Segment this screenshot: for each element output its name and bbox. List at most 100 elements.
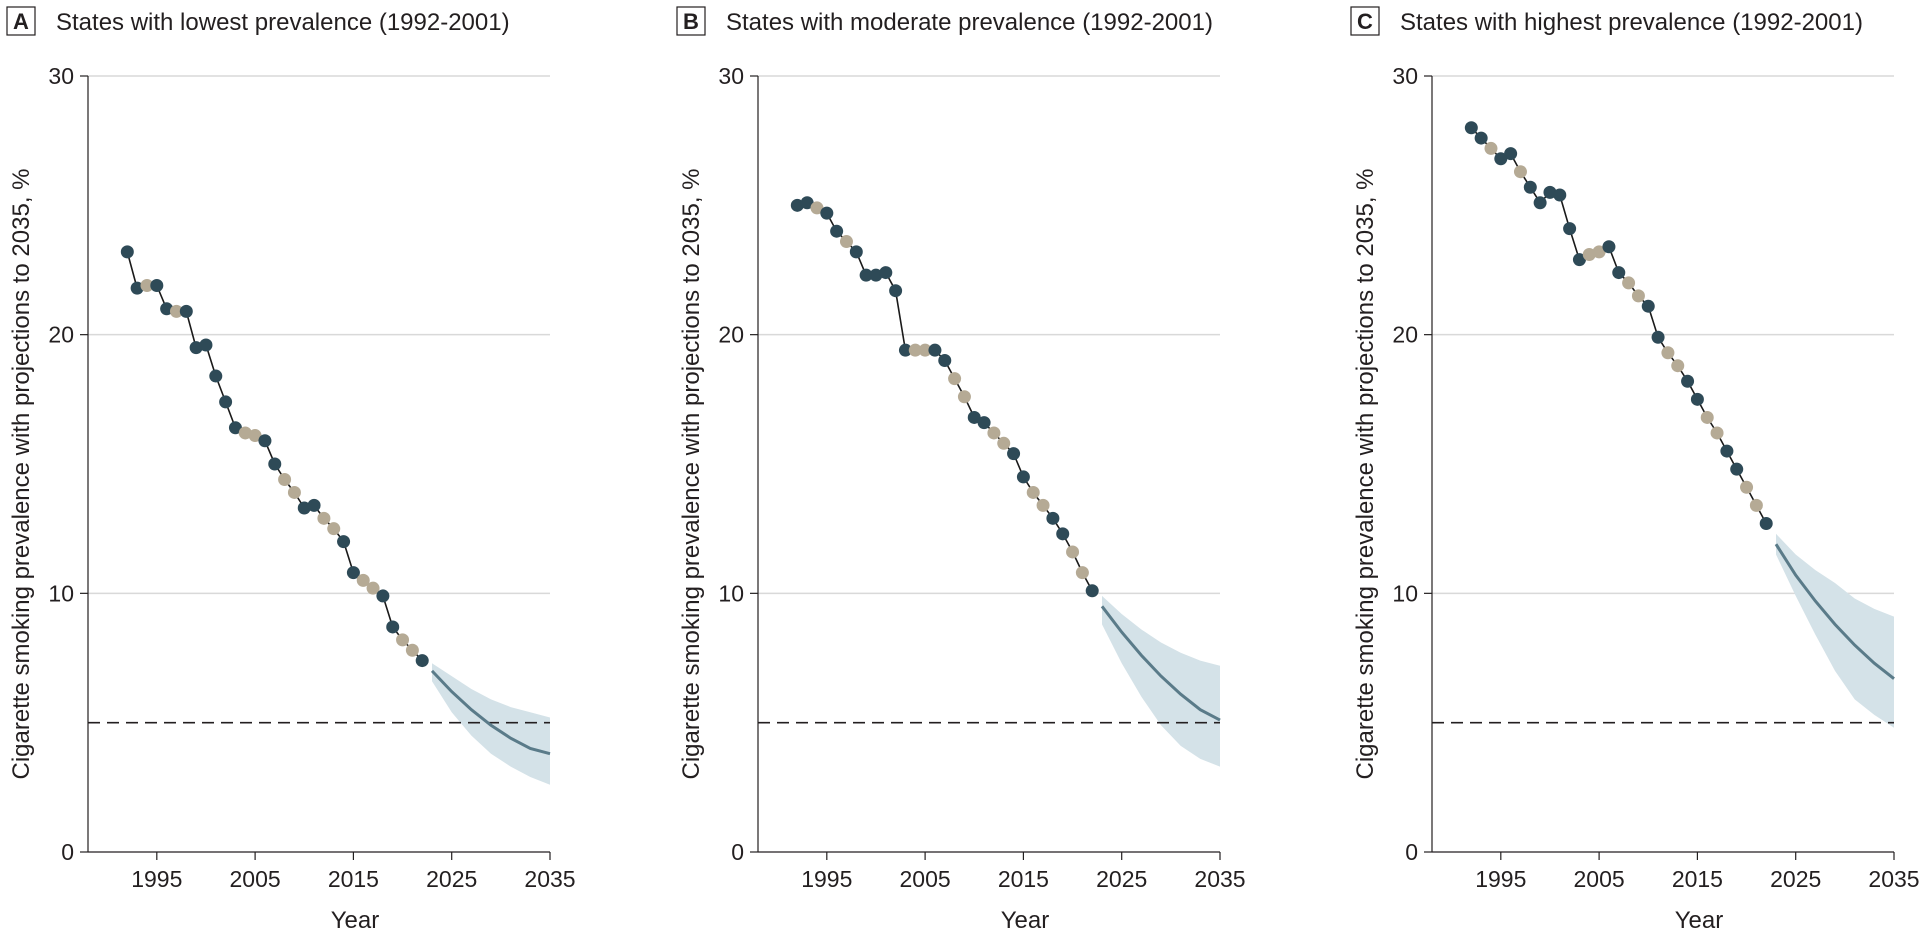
- data-point: [415, 654, 429, 668]
- projection-line: [430, 669, 551, 756]
- data-point: [268, 457, 282, 471]
- plot-area: 0 10 20 30 1995 2005 2015 2025 2035: [718, 63, 1245, 892]
- data-point: [1759, 516, 1773, 530]
- data-point: [386, 620, 400, 634]
- data-point: [859, 268, 873, 282]
- data-point: [346, 566, 360, 580]
- data-point: [928, 343, 942, 357]
- data-point: [189, 341, 203, 355]
- data-point: [879, 266, 893, 280]
- x-axis-label: Year: [1001, 907, 1050, 934]
- data-point: [1056, 527, 1070, 541]
- panel-letter: A: [13, 9, 29, 34]
- panel-a: A States with lowest prevalence (1992-20…: [6, 6, 576, 934]
- data-point: [1504, 147, 1518, 161]
- x-tick-label: 2025: [1770, 866, 1821, 892]
- x-tick-label: 2005: [1574, 866, 1625, 892]
- y-axis-label: Cigarette smoking prevalence with projec…: [8, 169, 35, 780]
- x-tick-label: 2025: [1096, 866, 1147, 892]
- data-point: [376, 589, 390, 603]
- data-point: [1474, 131, 1488, 145]
- data-point: [1612, 266, 1626, 280]
- x-tick-label: 2025: [426, 866, 477, 892]
- data-point: [248, 429, 262, 443]
- data-point: [1740, 480, 1754, 494]
- data-point: [1631, 289, 1645, 303]
- y-tick-label: 30: [48, 63, 74, 89]
- x-axis-label: Year: [1675, 907, 1724, 934]
- data-point: [810, 201, 824, 215]
- data-point: [790, 198, 804, 212]
- data-point: [1622, 276, 1636, 290]
- y-tick-label: 20: [1392, 322, 1418, 348]
- data-point: [1582, 247, 1596, 261]
- observed-line: [797, 201, 1093, 592]
- y-axis-label: Cigarette smoking prevalence with projec…: [1352, 169, 1379, 780]
- data-point: [130, 281, 144, 295]
- data-point: [1513, 165, 1527, 179]
- data-point: [1690, 392, 1704, 406]
- data-point: [1592, 245, 1606, 259]
- x-tick-label: 2015: [328, 866, 379, 892]
- data-point: [120, 245, 134, 259]
- data-point: [977, 416, 991, 430]
- y-tick-label: 30: [1392, 63, 1418, 89]
- data-point: [1553, 188, 1567, 202]
- data-point: [160, 302, 174, 316]
- data-point: [1075, 566, 1089, 580]
- data-point: [1661, 346, 1675, 360]
- data-point: [169, 304, 183, 318]
- data-point: [987, 426, 1001, 440]
- data-point: [337, 535, 351, 549]
- projection-line: [1774, 543, 1895, 680]
- data-point: [1543, 185, 1557, 199]
- observed-line: [1470, 127, 1767, 524]
- data-point: [238, 426, 252, 440]
- data-point: [1016, 470, 1030, 484]
- data-point: [1563, 222, 1577, 236]
- data-point: [199, 338, 213, 352]
- data-point: [405, 643, 419, 657]
- data-point: [219, 395, 233, 409]
- panel-title: States with lowest prevalence (1992-2001…: [56, 9, 510, 36]
- data-point: [140, 279, 154, 293]
- x-tick-label: 2035: [524, 866, 575, 892]
- data-point: [307, 498, 321, 512]
- data-point: [179, 304, 193, 318]
- panel-letter: C: [1357, 9, 1373, 34]
- data-point: [830, 224, 844, 238]
- y-axis-label: Cigarette smoking prevalence with projec…: [678, 169, 705, 780]
- data-point: [820, 206, 834, 220]
- data-point: [1085, 584, 1099, 598]
- projection-confidence-band: [1102, 595, 1220, 767]
- data-point: [278, 473, 292, 487]
- panel-letter-box: [1350, 6, 1380, 36]
- data-point: [1484, 141, 1498, 155]
- data-point: [150, 279, 164, 293]
- data-point: [997, 436, 1011, 450]
- y-tick-label: 10: [48, 580, 74, 606]
- data-point: [1036, 498, 1050, 512]
- data-point: [800, 196, 814, 210]
- data-point: [258, 434, 272, 448]
- plot-area: 0 10 20 30 1995 2005 2015 2025 2035: [48, 63, 575, 892]
- y-tick-label: 10: [718, 580, 744, 606]
- data-point: [396, 633, 410, 647]
- data-point: [1602, 240, 1616, 254]
- data-point: [1572, 253, 1586, 267]
- panel-letter-box: [6, 6, 36, 36]
- data-point: [898, 343, 912, 357]
- x-axis-label: Year: [331, 907, 380, 934]
- y-tick-label: 10: [1392, 580, 1418, 606]
- x-tick-label: 2035: [1868, 866, 1919, 892]
- data-point: [287, 485, 301, 499]
- data-point: [1066, 545, 1080, 559]
- data-point: [1710, 426, 1724, 440]
- data-point: [1533, 196, 1547, 210]
- data-point: [366, 581, 380, 595]
- panel-title: States with highest prevalence (1992-200…: [1400, 9, 1863, 36]
- data-point: [967, 410, 981, 424]
- panel-title: States with moderate prevalence (1992-20…: [726, 9, 1213, 36]
- data-point: [1007, 447, 1021, 461]
